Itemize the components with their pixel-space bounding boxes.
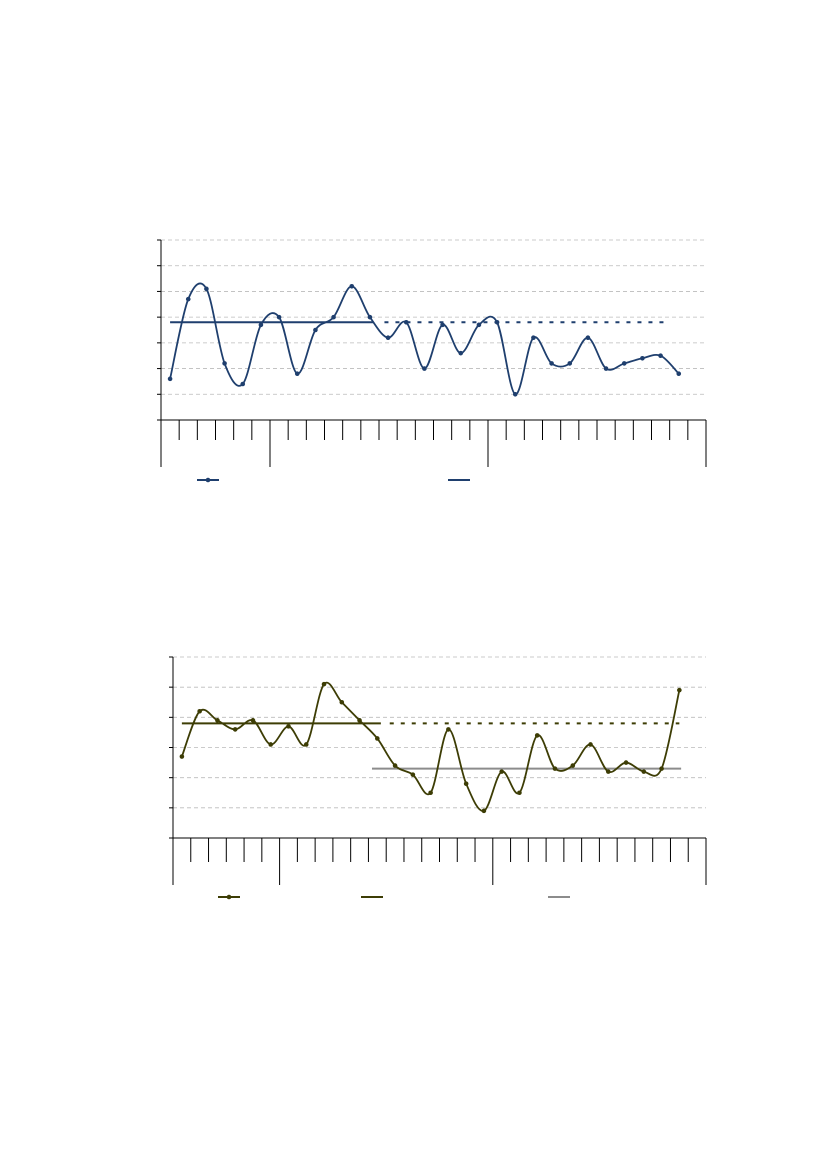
data-point bbox=[167, 376, 173, 382]
data-point bbox=[422, 366, 427, 371]
data-point bbox=[313, 327, 318, 333]
legend-marker bbox=[205, 477, 211, 483]
data-point bbox=[512, 391, 518, 397]
data-point bbox=[463, 781, 469, 786]
data-point bbox=[276, 314, 282, 320]
data-point bbox=[258, 322, 264, 328]
data-point bbox=[676, 371, 682, 377]
data-point bbox=[215, 718, 220, 723]
data-point bbox=[446, 727, 451, 732]
data-point bbox=[481, 808, 487, 814]
data-point bbox=[367, 314, 373, 320]
data-point bbox=[552, 766, 558, 771]
data-point bbox=[499, 769, 504, 774]
data-point bbox=[294, 371, 300, 377]
data-point bbox=[240, 381, 246, 387]
data-point bbox=[458, 350, 464, 356]
data-point bbox=[640, 355, 645, 361]
data-point bbox=[658, 353, 663, 359]
data-point bbox=[232, 727, 238, 732]
data-point bbox=[375, 736, 380, 741]
data-point bbox=[677, 687, 682, 693]
data-point bbox=[621, 361, 627, 366]
data-point bbox=[570, 763, 576, 768]
data-point bbox=[385, 335, 391, 341]
data-point bbox=[585, 335, 591, 341]
data-point bbox=[623, 760, 629, 765]
data-point bbox=[204, 286, 209, 292]
data-point bbox=[567, 361, 573, 366]
data-point bbox=[476, 322, 482, 328]
data-point bbox=[331, 314, 336, 320]
data-point bbox=[286, 724, 291, 729]
data-point bbox=[392, 763, 398, 768]
data-point bbox=[268, 742, 274, 747]
data-point bbox=[603, 366, 609, 371]
data-point bbox=[349, 283, 355, 289]
data-point bbox=[185, 296, 191, 302]
data-point bbox=[250, 718, 256, 723]
data-point bbox=[659, 766, 664, 771]
data-point bbox=[428, 790, 433, 796]
data-point bbox=[517, 790, 522, 796]
data-point bbox=[641, 769, 647, 774]
legend-marker bbox=[226, 894, 232, 900]
series-line bbox=[169, 282, 680, 396]
data-point bbox=[357, 718, 362, 723]
data-point bbox=[339, 699, 345, 705]
data-point bbox=[605, 769, 611, 774]
data-point bbox=[534, 733, 540, 738]
data-point bbox=[588, 742, 593, 747]
data-point bbox=[303, 742, 309, 747]
data-point bbox=[197, 709, 202, 714]
data-point bbox=[179, 754, 185, 759]
data-point bbox=[531, 335, 536, 341]
data-point bbox=[549, 361, 554, 366]
data-point bbox=[403, 319, 409, 325]
data-point bbox=[222, 361, 227, 366]
data-point bbox=[494, 319, 500, 325]
data-point bbox=[410, 772, 416, 777]
data-point bbox=[321, 681, 327, 687]
data-point bbox=[440, 322, 445, 328]
